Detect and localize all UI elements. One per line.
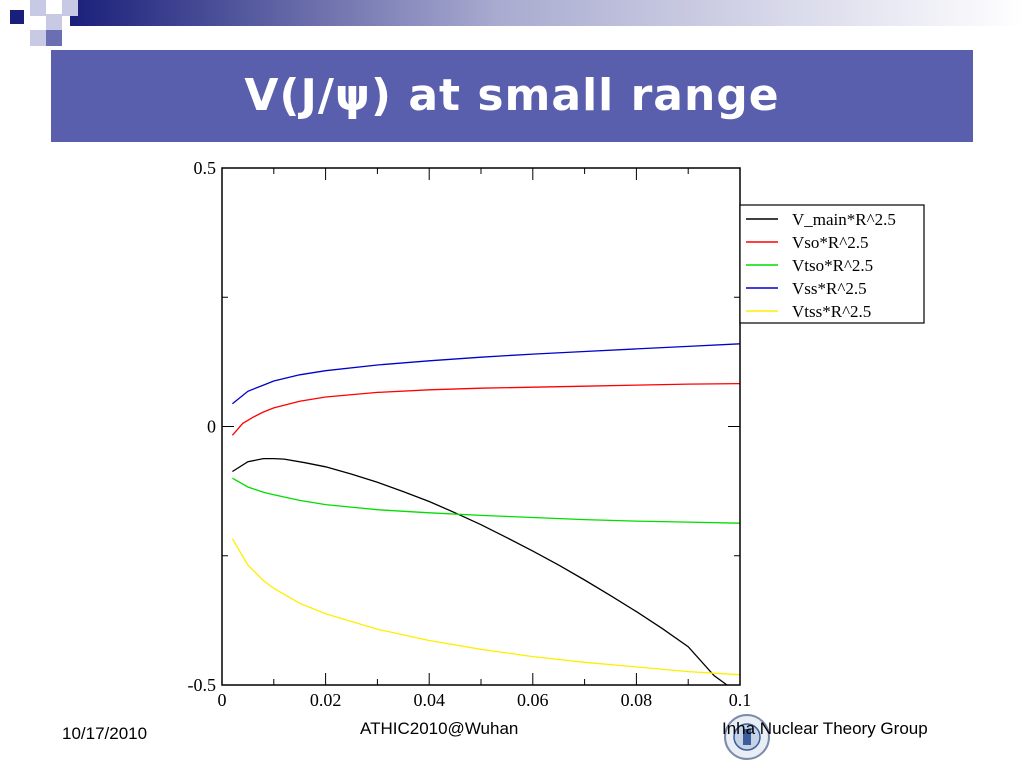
deco-square-light [62,0,78,16]
deco-square-mid [46,30,62,46]
deco-square-light [30,30,46,46]
y-tick-label: 0.5 [194,158,217,178]
deco-square-light [30,0,46,16]
legend-label: Vtss*R^2.5 [792,302,871,321]
footer-date: 10/17/2010 [62,724,148,743]
series-line-vso [231,382,741,436]
header-decoration [10,0,1024,46]
legend-label: Vss*R^2.5 [792,279,867,298]
legend-box [739,204,925,324]
footer-group: Inha Nuclear Theory Group [722,719,928,738]
x-tick-label: 0.08 [621,690,653,710]
x-tick-label: 0.04 [413,690,445,710]
header-gradient-band [70,0,1024,26]
legend-label: Vtso*R^2.5 [792,256,873,275]
x-tick-label: 0.06 [517,690,549,710]
y-tick-label: 0 [207,417,216,437]
x-tick-label: 0 [218,690,227,710]
slide-title: V(J/ψ) at small range [244,70,780,121]
legend-label: Vso*R^2.5 [792,233,868,252]
series-line-v-main [232,457,728,686]
university-seal-icon [724,714,770,760]
deco-square-dark [10,10,24,24]
y-tick-label: -0.5 [188,675,217,695]
x-tick-label: 0.02 [310,690,342,710]
series-line-vtss [231,538,741,676]
legend-label: V_main*R^2.5 [792,210,896,229]
series-line-vtso [232,477,741,524]
title-bar: V(J/ψ) at small range [51,50,973,142]
deco-square-light [46,14,62,30]
footer-event: ATHIC2010@Wuhan [360,719,519,738]
plot-frame [221,167,741,686]
x-tick-label: 0.1 [729,690,752,710]
series-line-vss [231,343,741,405]
